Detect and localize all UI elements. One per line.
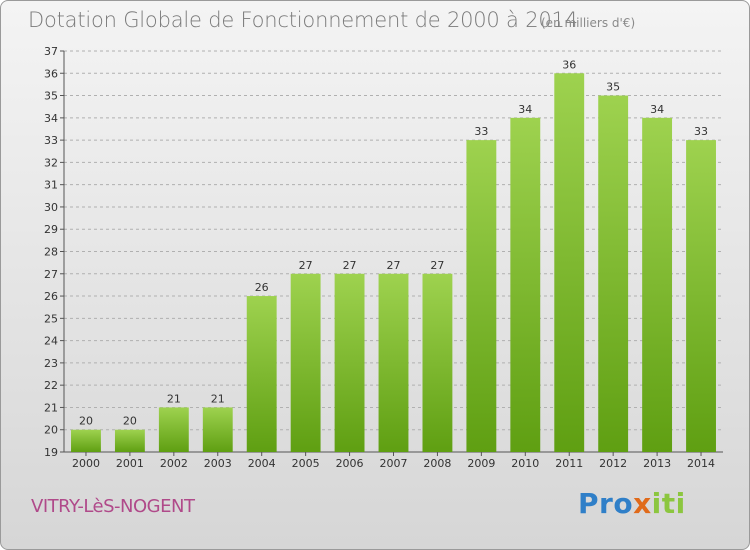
x-tick-label: 2010 xyxy=(511,457,539,470)
x-tick-label: 2014 xyxy=(687,457,715,470)
x-tick-label: 2011 xyxy=(555,457,583,470)
y-tick-label: 26 xyxy=(44,290,58,303)
bar-value-label: 27 xyxy=(299,259,313,272)
logo-letter: P xyxy=(578,487,600,520)
y-tick-label: 20 xyxy=(44,424,58,437)
x-tick-label: 2006 xyxy=(336,457,364,470)
bar xyxy=(334,273,365,452)
y-tick-label: 36 xyxy=(44,67,58,80)
y-tick-label: 22 xyxy=(44,379,58,392)
x-tick-label: 2001 xyxy=(116,457,144,470)
y-tick-label: 27 xyxy=(44,268,58,281)
logo-letter: o xyxy=(613,487,634,520)
y-tick-label: 28 xyxy=(44,246,58,259)
chart-title: Dotation Globale de Fonctionnement de 20… xyxy=(28,8,578,32)
x-tick-label: 2012 xyxy=(599,457,627,470)
x-tick-label: 2013 xyxy=(643,457,671,470)
bar-value-label: 21 xyxy=(211,392,225,405)
y-tick-label: 24 xyxy=(44,335,58,348)
y-tick-label: 19 xyxy=(44,446,58,459)
bar-value-label: 27 xyxy=(343,259,357,272)
y-tick-label: 29 xyxy=(44,223,58,236)
bar-value-label: 33 xyxy=(474,125,488,138)
bar xyxy=(114,429,145,452)
y-tick-label: 23 xyxy=(44,357,58,370)
bar-value-label: 20 xyxy=(79,415,93,428)
bar xyxy=(598,95,629,453)
bar xyxy=(554,73,585,453)
bar xyxy=(422,273,453,452)
logo-letter: i xyxy=(675,487,686,520)
bar xyxy=(378,273,409,452)
x-tick-label: 2009 xyxy=(467,457,495,470)
commune-name: VITRY-LèS-NOGENT xyxy=(31,496,195,517)
y-tick-label: 31 xyxy=(44,179,58,192)
bar xyxy=(246,296,277,452)
bar-value-label: 20 xyxy=(123,415,137,428)
logo-letter: x xyxy=(633,487,652,520)
y-tick-label: 30 xyxy=(44,201,58,214)
x-tick-label: 2005 xyxy=(292,457,320,470)
bar-value-label: 33 xyxy=(694,125,708,138)
bar xyxy=(510,117,541,452)
x-tick-label: 2004 xyxy=(248,457,276,470)
y-tick-label: 34 xyxy=(44,112,58,125)
bar-value-label: 27 xyxy=(387,259,401,272)
bar-value-label: 36 xyxy=(562,58,576,71)
bar xyxy=(466,140,497,452)
x-tick-label: 2008 xyxy=(423,457,451,470)
bar xyxy=(71,429,101,452)
bar xyxy=(202,407,233,452)
logo-letter: i xyxy=(651,487,662,520)
x-tick-label: 2000 xyxy=(72,457,100,470)
bar-value-label: 26 xyxy=(255,281,269,294)
logo-letter: r xyxy=(599,487,614,520)
y-tick-label: 25 xyxy=(44,312,58,325)
chart-subtitle: (en milliers d'€) xyxy=(541,16,636,30)
bar-value-label: 34 xyxy=(650,103,664,116)
bar-value-label: 21 xyxy=(167,392,181,405)
y-tick-label: 32 xyxy=(44,156,58,169)
proxiti-logo: Proxiti xyxy=(578,487,686,520)
bar xyxy=(290,273,321,452)
x-tick-label: 2003 xyxy=(204,457,232,470)
x-tick-label: 2007 xyxy=(380,457,408,470)
bar xyxy=(642,117,673,452)
y-tick-label: 21 xyxy=(44,401,58,414)
y-tick-label: 37 xyxy=(44,45,58,58)
y-tick-label: 35 xyxy=(44,90,58,103)
y-tick-label: 33 xyxy=(44,134,58,147)
bar xyxy=(686,140,716,452)
bar-value-label: 35 xyxy=(606,81,620,94)
x-tick-label: 2002 xyxy=(160,457,188,470)
logo-letter: t xyxy=(661,487,676,520)
bar-value-label: 27 xyxy=(430,259,444,272)
bar xyxy=(158,407,189,452)
bar-value-label: 34 xyxy=(518,103,532,116)
